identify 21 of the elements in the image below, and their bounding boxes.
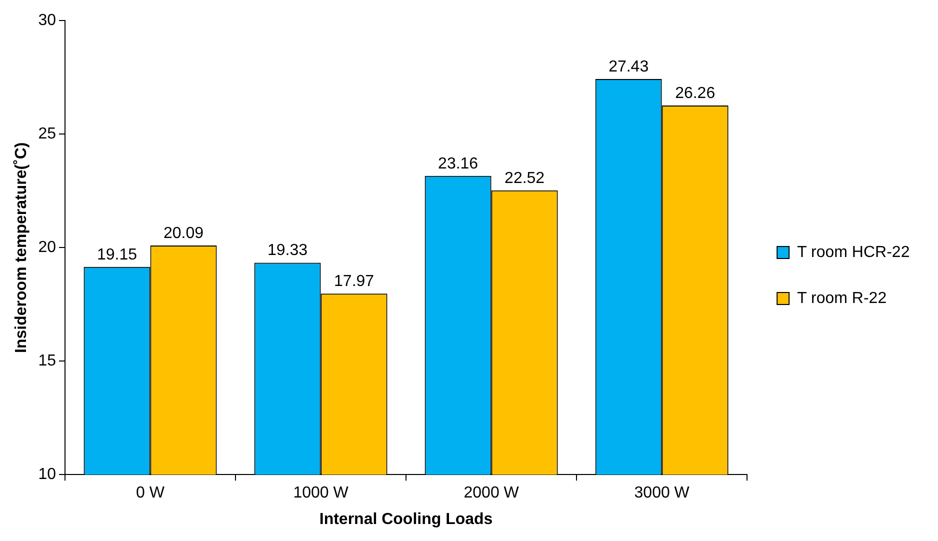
data-label: 23.16: [438, 155, 478, 172]
data-label: 19.33: [268, 242, 308, 260]
x-tick-label: 3000 W: [634, 484, 690, 502]
y-tick-label: 25: [38, 126, 56, 143]
data-label: 27.43: [608, 58, 649, 76]
data-label: 22.52: [504, 170, 545, 187]
data-label: 20.09: [163, 224, 204, 242]
x-axis-title: Internal Cooling Loads: [319, 510, 493, 528]
y-tick-label: 30: [38, 12, 56, 30]
legend-label: T room R-22: [797, 290, 887, 307]
x-tick-label: 0 W: [136, 484, 166, 502]
y-tick-label: 10: [38, 466, 56, 484]
data-label: 17.97: [334, 273, 374, 290]
data-label: 19.15: [96, 246, 138, 264]
y-axis-title: Insideroom temperature(˚C): [13, 142, 30, 353]
y-tick-label: 15: [38, 352, 56, 370]
x-tick-label: 1000 W: [293, 484, 350, 502]
x-tick-label: 2000 W: [464, 484, 520, 502]
y-tick-label: 20: [38, 239, 56, 256]
legend-label: T room HCR-22: [797, 244, 910, 261]
data-label: 26.26: [675, 84, 716, 102]
